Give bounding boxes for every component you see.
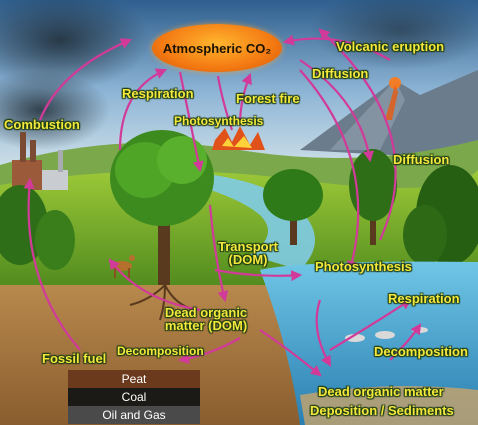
lake (260, 261, 478, 425)
label-dead-organic-matter: Dead organic matter (DOM) (160, 306, 252, 332)
fuel-layer-peat: Peat (68, 370, 200, 388)
label-transport-line2: (DOM) (228, 252, 268, 267)
fuel-layer-coal-label: Coal (121, 390, 147, 404)
label-dead-organic-line1: Dead organic (164, 305, 248, 320)
label-dead-organic-water: Dead organic matter (318, 384, 444, 399)
fuel-layer-oil-gas: Oil and Gas (68, 406, 200, 424)
fuel-layer-coal: Coal (68, 388, 200, 406)
fish (375, 331, 395, 339)
arrow-fire-up (238, 72, 252, 126)
label-photosynthesis-top: Photosynthesis (174, 114, 264, 128)
label-volcanic-eruption: Volcanic eruption (336, 39, 445, 54)
arrow-diffusion-top (299, 59, 374, 163)
arrow-combustion (38, 38, 133, 121)
label-dead-organic-line2: matter (DOM) (164, 318, 248, 333)
label-diffusion-top: Diffusion (312, 66, 369, 81)
arrow-dead-water (315, 299, 332, 367)
atmospheric-co2-label: Atmospheric CO₂ (162, 40, 272, 56)
mountain (330, 80, 405, 150)
tree-right (349, 149, 397, 245)
arrow-volcano (282, 34, 391, 61)
arrow-tree-soil (208, 204, 229, 303)
fish (345, 334, 365, 342)
arrow-diffusion-right (318, 28, 397, 241)
label-combustion: Combustion (4, 117, 80, 132)
arrow-dom-left (108, 258, 201, 312)
label-respiration-water: Respiration (388, 291, 460, 306)
arrow-dom-to-peat (177, 337, 241, 364)
arrow-fire (216, 75, 234, 131)
arrow-dom-water (259, 329, 322, 377)
smoke-cloud (310, 0, 478, 70)
label-transport: Transport (DOM) (218, 240, 278, 266)
label-forest-fire: Forest fire (236, 91, 300, 106)
lava-glow (389, 77, 401, 89)
label-photosynthesis-water: Photosynthesis (315, 259, 412, 274)
arrow-fossil (23, 177, 81, 351)
bushes-left (0, 185, 75, 270)
label-transport-line1: Transport (218, 239, 278, 254)
tree-middle (263, 169, 323, 245)
label-decomposition-land: Decomposition (117, 344, 204, 358)
fuel-layer-peat-label: Peat (121, 372, 147, 386)
label-respiration-top: Respiration (122, 86, 194, 101)
label-diffusion-right: Diffusion (393, 152, 450, 167)
arrow-photosynthesis-water (299, 69, 360, 273)
tree-large (110, 130, 214, 285)
trees-right-edge (403, 165, 478, 265)
fuel-layer-oil-gas-label: Oil and Gas (102, 408, 166, 422)
smoke-cloud (0, 0, 150, 90)
smoke-cloud (0, 70, 110, 150)
flow-arrows (23, 28, 422, 377)
arrow-photosynthesis-down (178, 71, 204, 173)
arrow-respiration (118, 68, 168, 151)
label-decomposition-water: Decomposition (374, 344, 468, 359)
arrow-transport (214, 268, 303, 282)
sediment (300, 386, 478, 425)
arrow-decomp-water (389, 323, 422, 361)
label-deposition-sediments: Deposition / Sediments (310, 403, 454, 418)
arrow-respiration-water (329, 298, 412, 351)
atmospheric-co2-bubble: Atmospheric CO₂ (152, 24, 282, 72)
label-fossil-fuel: Fossil fuel (42, 351, 107, 366)
lava-flow (385, 85, 398, 120)
